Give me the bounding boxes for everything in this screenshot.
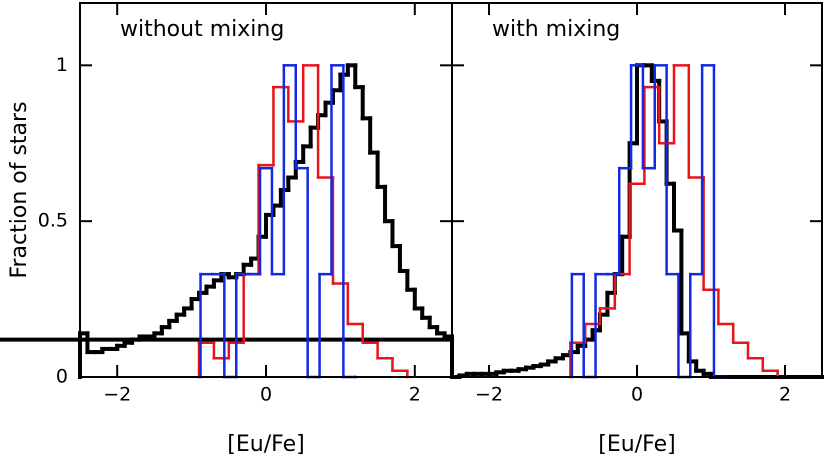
histogram-series xyxy=(197,64,409,379)
panel-title: with mixing xyxy=(492,17,620,42)
panel-title: without mixing xyxy=(120,17,284,42)
x-tick-label: 0 xyxy=(260,384,272,406)
x-tick-label: 2 xyxy=(779,384,791,406)
y-axis-label: Fraction of stars xyxy=(7,101,32,278)
plot-frame xyxy=(451,2,823,378)
histogram-series xyxy=(569,64,779,379)
x-axis-label: [Eu/Fe] xyxy=(227,432,304,457)
x-tick-label: −2 xyxy=(475,384,503,406)
x-tick-label: 0 xyxy=(631,384,643,406)
x-tick-label: 2 xyxy=(409,384,421,406)
x-tick-label: −2 xyxy=(103,384,131,406)
histogram-series xyxy=(570,64,728,379)
x-axis-label: [Eu/Fe] xyxy=(598,432,675,457)
plot-frame xyxy=(79,2,453,378)
histogram-series xyxy=(199,64,357,379)
y-tick-label: 1 xyxy=(56,54,68,76)
y-tick-label: 0.5 xyxy=(38,210,68,232)
histogram-series xyxy=(450,63,824,379)
y-tick-label: 0 xyxy=(56,366,68,388)
